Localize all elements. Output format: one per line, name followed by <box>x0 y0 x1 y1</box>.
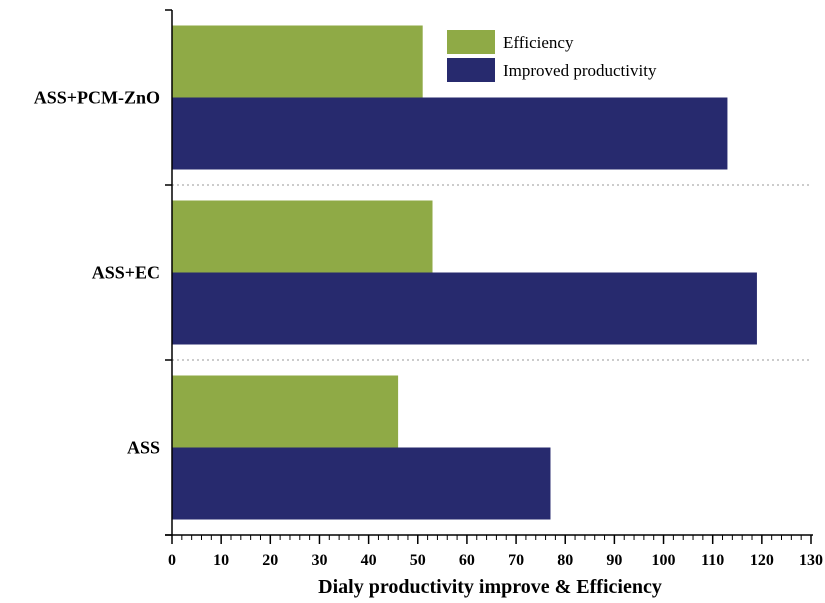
legend-swatch <box>447 58 495 82</box>
grid-lines <box>172 184 811 361</box>
x-tick-label: 30 <box>311 552 327 569</box>
x-axis-title: Dialy productivity improve & Efficiency <box>318 576 662 598</box>
bar-efficiency-ass-pcm-zno <box>172 25 423 98</box>
x-tick-label: 90 <box>606 552 622 569</box>
bar-efficiency-ass <box>172 375 399 448</box>
x-tick-labels: 0 10 20 30 40 50 60 70 80 90 100 110 120 130 <box>168 552 823 569</box>
x-tick-label: 120 <box>750 552 774 569</box>
bar-improved-productivity-ass <box>172 447 551 520</box>
bar-improved-productivity-ass-ec <box>172 272 757 345</box>
x-tick-label: 10 <box>213 552 229 569</box>
legend-swatch <box>447 30 495 54</box>
bar-efficiency-ass-ec <box>172 200 433 273</box>
category-labels: ASS ASS+EC ASS+PCM-ZnO <box>34 88 160 458</box>
axes <box>165 9 813 544</box>
bar-improved-productivity-ass-pcm-zno <box>172 97 728 170</box>
x-tick-label: 130 <box>799 552 823 569</box>
category-label: ASS <box>127 438 160 458</box>
x-tick-label: 70 <box>508 552 524 569</box>
x-tick-label: 20 <box>262 552 278 569</box>
x-tick-label: 50 <box>410 552 426 569</box>
x-tick-label: 40 <box>361 552 377 569</box>
bars <box>172 25 757 520</box>
legend-label: Efficiency <box>503 33 574 52</box>
x-tick-label: 100 <box>652 552 676 569</box>
legend-label: Improved productivity <box>503 61 657 80</box>
x-tick-label: 80 <box>557 552 573 569</box>
x-tick-label: 110 <box>701 552 724 569</box>
x-tick-label: 0 <box>168 552 176 569</box>
x-tick-label: 60 <box>459 552 475 569</box>
category-label: ASS+EC <box>92 263 160 283</box>
legend: Efficiency Improved productivity <box>447 30 657 82</box>
category-label: ASS+PCM-ZnO <box>34 88 160 108</box>
